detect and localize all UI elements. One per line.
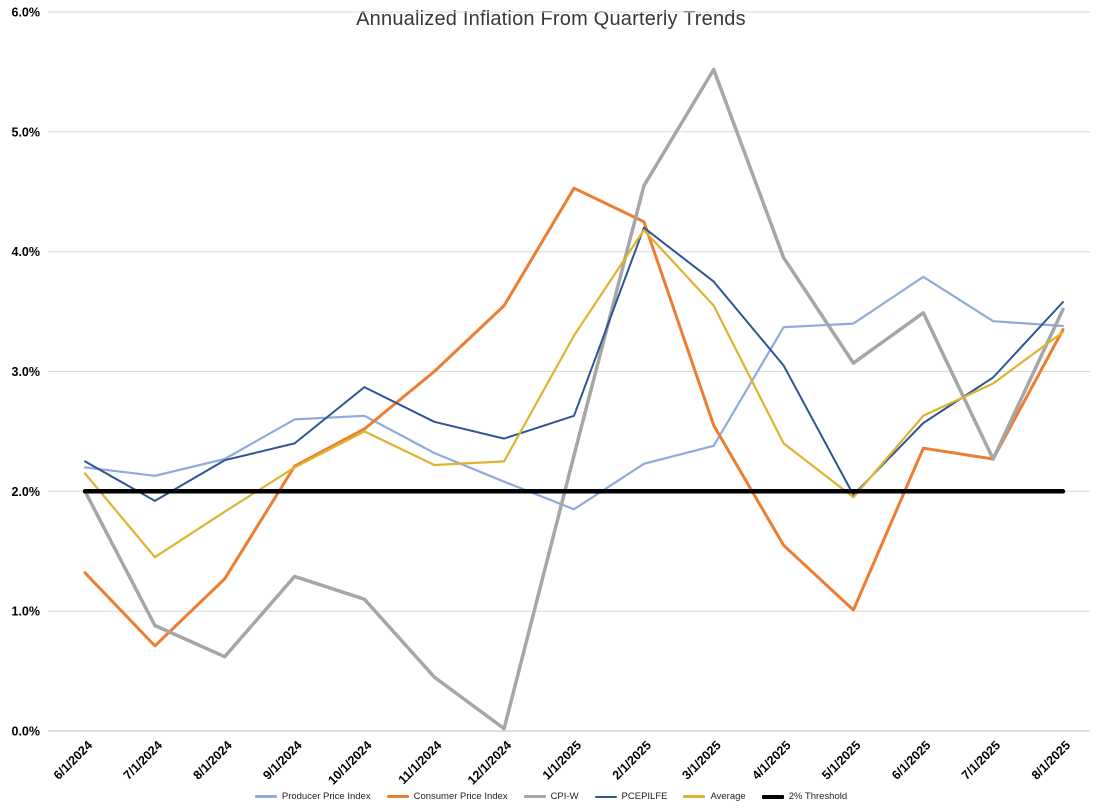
legend-line-swatch [594, 795, 617, 798]
legend-item-producer-price-index[interactable]: Producer Price Index [254, 791, 371, 802]
x-axis-tick-label: 2/1/2025 [610, 738, 654, 782]
legend-line-swatch [386, 795, 409, 798]
legend-item-2-threshold[interactable]: 2% Threshold [761, 791, 848, 802]
legend-line-swatch [523, 794, 546, 799]
x-axis-tick-label: 7/1/2024 [121, 738, 165, 782]
x-axis-tick-label: 12/1/2024 [465, 738, 514, 787]
x-axis-tick-label: 5/1/2025 [819, 738, 863, 782]
series-line-average[interactable] [83, 229, 1065, 559]
legend-item-cpi-w[interactable]: CPI-W [523, 791, 579, 802]
x-axis-tick-label: 1/1/2025 [540, 738, 584, 782]
legend-label: Average [710, 791, 746, 802]
legend-label: Producer Price Index [281, 791, 371, 802]
y-axis-tick-label: 2.0% [12, 485, 41, 499]
series-line-cpi-w[interactable] [83, 67, 1065, 731]
legend-label: PCEPILFE [621, 791, 668, 802]
legend-line-swatch [254, 795, 277, 798]
series-line-producer-price-index[interactable] [83, 275, 1065, 511]
x-axis-tick-label: 7/1/2025 [959, 738, 1003, 782]
legend-label: 2% Threshold [788, 791, 848, 802]
x-axis-tick-label: 3/1/2025 [680, 738, 724, 782]
series-line-pcepilfe[interactable] [84, 226, 1064, 502]
legend-label: CPI-W [550, 791, 579, 802]
y-axis-tick-label: 0.0% [12, 725, 41, 739]
y-axis-tick-label: 4.0% [12, 245, 41, 259]
x-axis-tick-label: 6/1/2025 [889, 738, 933, 782]
legend-line-swatch [683, 795, 706, 798]
x-axis-tick-label: 11/1/2024 [396, 738, 445, 787]
x-axis-tick-label: 4/1/2025 [749, 738, 793, 782]
legend-item-pcepilfe[interactable]: PCEPILFE [594, 791, 668, 802]
chart-legend: Producer Price Index Consumer Price Index… [0, 791, 1102, 802]
x-axis-tick-label: 8/1/2024 [191, 738, 235, 782]
y-axis-tick-label: 6.0% [12, 6, 41, 20]
legend-item-average[interactable]: Average [683, 791, 746, 802]
y-axis-tick-label: 1.0% [12, 605, 41, 619]
y-axis-tick-label: 3.0% [12, 365, 41, 379]
legend-line-swatch [761, 794, 784, 799]
series-line-consumer-price-index[interactable] [83, 186, 1065, 648]
legend-label: Consumer Price Index [413, 791, 508, 802]
legend-item-consumer-price-index[interactable]: Consumer Price Index [386, 791, 508, 802]
y-axis-tick-label: 5.0% [12, 125, 41, 139]
x-axis-tick-label: 6/1/2024 [51, 738, 95, 782]
x-axis-tick-label: 8/1/2025 [1029, 738, 1073, 782]
x-axis-tick-label: 9/1/2024 [260, 738, 304, 782]
x-axis-tick-label: 10/1/2024 [325, 738, 374, 787]
